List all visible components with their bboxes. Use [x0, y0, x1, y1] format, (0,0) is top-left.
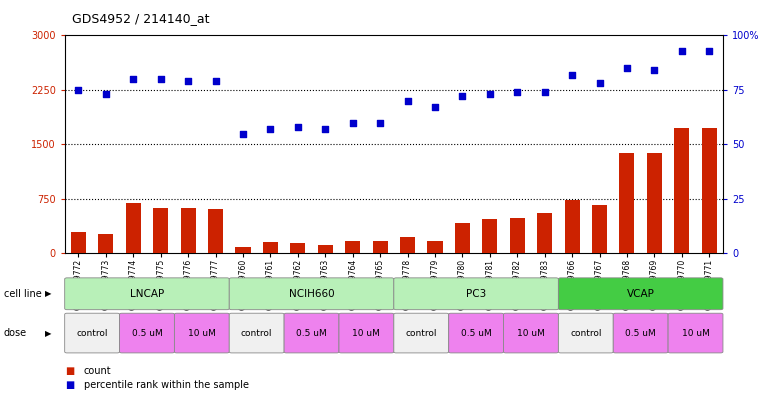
Text: control: control	[406, 329, 437, 338]
Point	[429, 104, 441, 110]
Point	[72, 87, 84, 93]
Bar	[290, 242, 305, 253]
Point	[154, 76, 167, 82]
Point	[237, 130, 249, 137]
Bar	[619, 153, 635, 253]
Bar	[153, 208, 168, 253]
Point	[511, 89, 524, 95]
Text: percentile rank within the sample: percentile rank within the sample	[84, 380, 249, 390]
Point	[703, 48, 715, 54]
Text: ■: ■	[65, 366, 74, 376]
Point	[374, 119, 386, 126]
Bar	[482, 219, 498, 253]
Text: ▶: ▶	[45, 329, 51, 338]
Text: GDS4952 / 214140_at: GDS4952 / 214140_at	[72, 12, 210, 25]
Point	[539, 89, 551, 95]
Text: 0.5 uM: 0.5 uM	[296, 329, 327, 338]
Text: 10 uM: 10 uM	[352, 329, 380, 338]
Text: cell line: cell line	[4, 289, 42, 299]
Text: 10 uM: 10 uM	[188, 329, 216, 338]
Text: control: control	[241, 329, 272, 338]
Text: ▶: ▶	[45, 289, 51, 298]
Bar	[702, 129, 717, 253]
Point	[100, 91, 112, 97]
Point	[264, 126, 276, 132]
Bar	[373, 241, 387, 253]
Point	[209, 78, 221, 84]
Point	[457, 93, 469, 99]
Point	[182, 78, 194, 84]
Bar	[565, 200, 580, 253]
Bar	[400, 237, 415, 253]
Point	[621, 65, 633, 71]
Bar	[455, 223, 470, 253]
Bar	[537, 213, 552, 253]
Bar	[71, 232, 86, 253]
Point	[346, 119, 358, 126]
Text: 0.5 uM: 0.5 uM	[626, 329, 656, 338]
Text: control: control	[76, 329, 108, 338]
Bar	[647, 153, 662, 253]
Point	[402, 97, 414, 104]
Text: 0.5 uM: 0.5 uM	[132, 329, 162, 338]
Text: ■: ■	[65, 380, 74, 390]
Text: 0.5 uM: 0.5 uM	[460, 329, 492, 338]
Bar	[263, 242, 278, 253]
Bar	[592, 206, 607, 253]
Text: NCIH660: NCIH660	[288, 289, 334, 299]
Bar	[345, 241, 360, 253]
Bar	[180, 208, 196, 253]
Point	[594, 80, 606, 86]
Point	[319, 126, 331, 132]
Point	[648, 67, 661, 73]
Bar	[98, 234, 113, 253]
Text: count: count	[84, 366, 111, 376]
Bar	[674, 129, 689, 253]
Bar	[428, 241, 442, 253]
Text: PC3: PC3	[466, 289, 486, 299]
Bar	[317, 245, 333, 253]
Text: 10 uM: 10 uM	[517, 329, 545, 338]
Text: dose: dose	[4, 328, 27, 338]
Text: 10 uM: 10 uM	[682, 329, 709, 338]
Point	[127, 76, 139, 82]
Point	[676, 48, 688, 54]
Point	[291, 124, 304, 130]
Bar	[510, 218, 525, 253]
Bar	[126, 203, 141, 253]
Text: control: control	[570, 329, 601, 338]
Bar	[208, 209, 223, 253]
Point	[566, 72, 578, 78]
Bar	[235, 246, 250, 253]
Text: LNCAP: LNCAP	[130, 289, 164, 299]
Text: VCAP: VCAP	[627, 289, 654, 299]
Point	[484, 91, 496, 97]
